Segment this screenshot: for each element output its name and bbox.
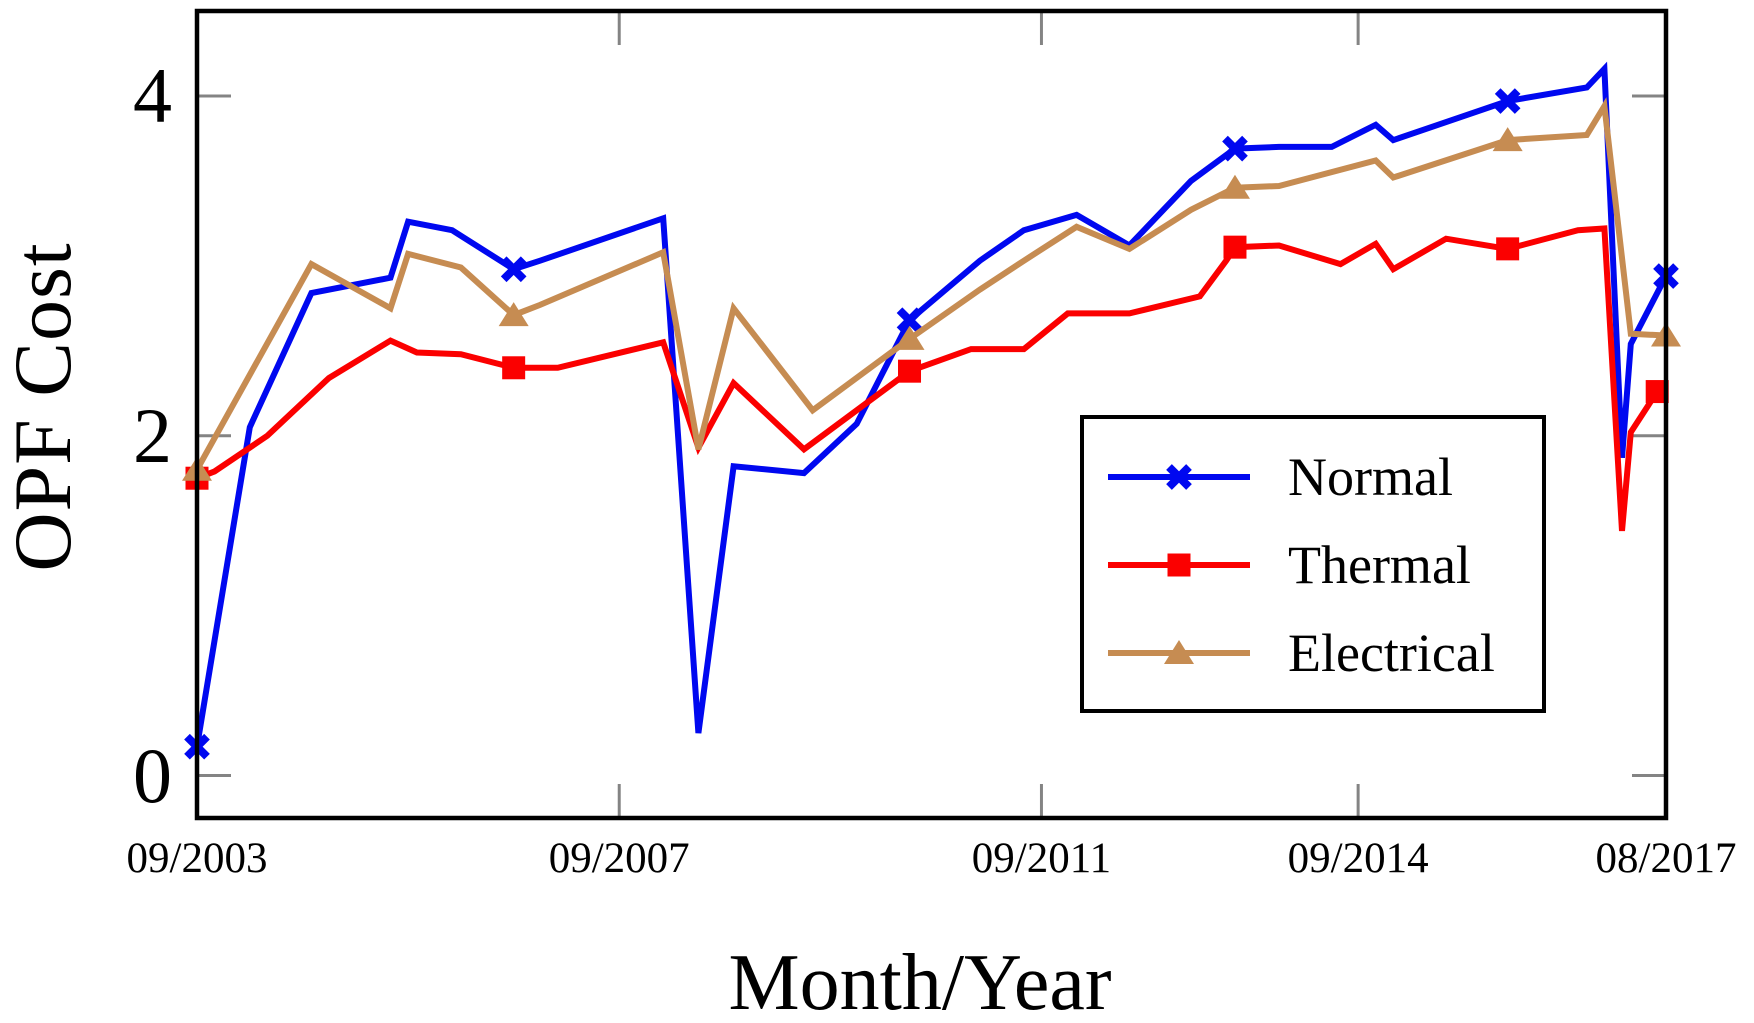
x-marker (1222, 135, 1248, 162)
legend-item-normal: Normal (1106, 433, 1542, 521)
x-marker (896, 307, 923, 334)
triangle-marker (894, 325, 925, 350)
triangle-marker (498, 302, 529, 327)
legend-sample-triangle-icon (1108, 640, 1250, 664)
y-tick-label: 0 (133, 731, 172, 819)
series-electrical (182, 97, 1681, 481)
legend: Normal Thermal Electrical (1080, 415, 1546, 713)
series-line-normal (194, 61, 1669, 748)
plot-border (194, 8, 1669, 821)
x-marker (1166, 464, 1192, 490)
legend-sample-x-icon (1108, 464, 1250, 490)
legend-item-thermal: Thermal (1106, 521, 1542, 609)
triangle-marker (1164, 640, 1194, 664)
x-marker (500, 256, 527, 283)
x-tick-label: 09/2014 (1287, 835, 1429, 882)
triangle-marker (1492, 127, 1523, 152)
x-tick-label: 09/2007 (548, 835, 690, 882)
triangle-marker (1219, 174, 1250, 199)
y-tick-label: 4 (133, 51, 172, 139)
legend-item-electrical: Electrical (1106, 609, 1542, 697)
square-marker (898, 359, 922, 383)
square-marker (1496, 237, 1520, 261)
x-marker (1494, 88, 1521, 114)
x-tick-label: 09/2003 (126, 835, 268, 882)
x-tick-label: 08/2017 (1595, 835, 1737, 882)
series-line-thermal (195, 225, 1668, 532)
legend-label: Thermal (1288, 535, 1471, 595)
legend-label: Normal (1288, 447, 1453, 507)
x-axis-label: Month/Year (728, 939, 1112, 1023)
square-marker (502, 356, 526, 380)
square-marker (1167, 553, 1191, 577)
y-tick-label: 2 (133, 391, 172, 479)
square-marker (1223, 235, 1247, 259)
legend-sample-square-icon (1108, 553, 1250, 577)
x-tick-label: 09/2011 (971, 835, 1112, 882)
square-marker (1645, 380, 1669, 404)
legend-label: Electrical (1288, 623, 1495, 683)
series-line-electrical (194, 97, 1667, 472)
